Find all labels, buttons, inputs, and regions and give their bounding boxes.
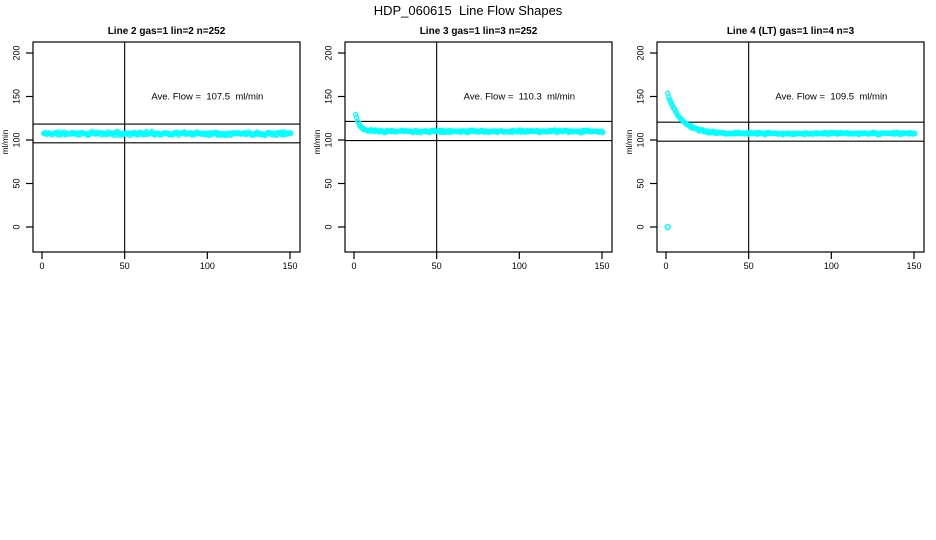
plot-box bbox=[656, 41, 925, 253]
data-points bbox=[664, 90, 918, 231]
y-tick-label: 200 bbox=[323, 45, 333, 60]
y-tick-label: 50 bbox=[11, 178, 21, 188]
panels-row: Line 2 gas=1 lin=2 n=252 0 50 100 150 200 0 50 1… bbox=[0, 26, 925, 271]
y-tick-label: 50 bbox=[635, 178, 645, 188]
figure-title: HDP_060615 Line Flow Shapes bbox=[373, 3, 563, 18]
flow-point bbox=[288, 130, 294, 136]
x-tick-label: 150 bbox=[906, 261, 921, 271]
y-tick-label: 100 bbox=[323, 132, 333, 147]
plot-box bbox=[344, 41, 613, 253]
panel-title: Line 2 gas=1 lin=2 n=252 bbox=[108, 26, 226, 37]
y-axis-label: ml/min bbox=[312, 129, 322, 154]
x-tick-label: 100 bbox=[200, 261, 215, 271]
data-points bbox=[353, 111, 606, 136]
ave-flow-annotation: Ave. Flow = 109.5 ml/min bbox=[775, 92, 887, 103]
flow-point bbox=[600, 129, 606, 136]
y-tick-label: 150 bbox=[635, 89, 645, 104]
x-tick-label: 50 bbox=[432, 261, 442, 271]
x-tick-label: 50 bbox=[744, 261, 754, 271]
y-tick-label: 0 bbox=[11, 224, 21, 229]
y-tick-label: 100 bbox=[635, 132, 645, 147]
y-tick-label: 100 bbox=[11, 132, 21, 147]
x-tick-label: 0 bbox=[39, 261, 44, 271]
y-axis-label: ml/min bbox=[0, 129, 10, 154]
y-tick-label: 0 bbox=[323, 224, 333, 229]
y-tick-label: 0 bbox=[635, 224, 645, 229]
y-tick-label: 200 bbox=[635, 45, 645, 60]
panel-1: Line 2 gas=1 lin=2 n=252 0 50 100 150 200 0 50 1… bbox=[0, 26, 301, 271]
y-tick-label: 50 bbox=[323, 178, 333, 188]
x-tick-label: 100 bbox=[824, 261, 839, 271]
panel-title: Line 3 gas=1 lin=3 n=252 bbox=[420, 26, 538, 37]
x-tick-label: 0 bbox=[663, 261, 668, 271]
panel-title: Line 4 (LT) gas=1 lin=4 n=3 bbox=[727, 26, 855, 37]
y-tick-label: 200 bbox=[11, 45, 21, 60]
x-tick-label: 100 bbox=[512, 261, 527, 271]
y-tick-label: 150 bbox=[11, 89, 21, 104]
x-tick-label: 0 bbox=[351, 261, 356, 271]
ave-flow-annotation: Ave. Flow = 110.3 ml/min bbox=[464, 92, 575, 103]
y-tick-label: 150 bbox=[323, 89, 333, 104]
flow-point bbox=[671, 106, 678, 112]
plot-box bbox=[32, 41, 301, 253]
y-axis-label: ml/min bbox=[624, 129, 634, 154]
x-tick-label: 150 bbox=[594, 261, 609, 271]
ave-flow-annotation: Ave. Flow = 107.5 ml/min bbox=[151, 92, 263, 103]
flow-point bbox=[665, 94, 672, 100]
flow-point bbox=[912, 130, 918, 137]
flow-point bbox=[355, 119, 362, 126]
data-points bbox=[41, 128, 294, 139]
panel-3: Line 4 (LT) gas=1 lin=4 n=3 0 50 100 150 200 0… bbox=[624, 26, 925, 271]
x-tick-label: 150 bbox=[282, 261, 297, 271]
panel-2: Line 3 gas=1 lin=3 n=252 0 50 100 150 200 0 50 1… bbox=[312, 26, 613, 271]
x-tick-label: 50 bbox=[120, 261, 130, 271]
outlier-point bbox=[664, 223, 671, 231]
